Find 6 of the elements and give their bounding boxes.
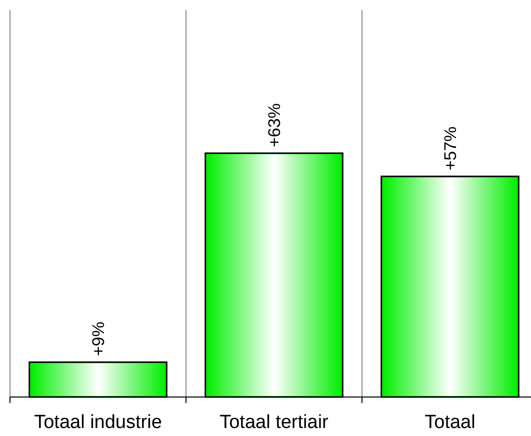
x-tick-label: Totaal tertiair (220, 412, 330, 433)
data-label: +9% (89, 322, 108, 356)
x-tick-label: Totaal industrie (34, 412, 162, 433)
x-tick-label: Totaal (424, 412, 476, 433)
data-label: +57% (441, 126, 460, 170)
data-label: +63% (265, 103, 284, 148)
